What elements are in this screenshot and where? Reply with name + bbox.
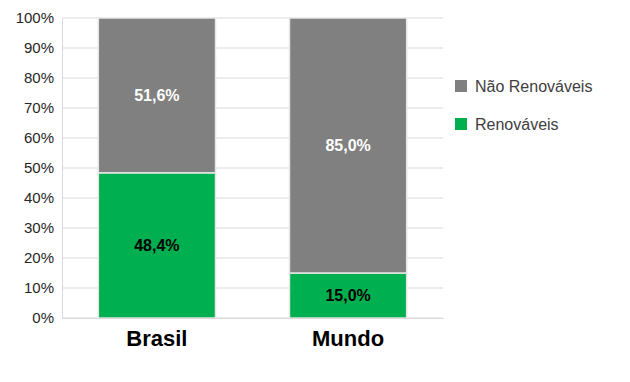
- legend: Não Renováveis Renováveis: [455, 78, 592, 133]
- bars: [98, 18, 406, 318]
- axis-line: [62, 19, 63, 319]
- tick: 90%: [24, 39, 62, 56]
- tick: 60%: [24, 129, 62, 146]
- tick-label: 100%: [16, 9, 54, 26]
- tick: Brasil: [126, 318, 187, 351]
- bar: [289, 18, 406, 273]
- bar: [289, 273, 406, 318]
- tick-label: 70%: [24, 99, 54, 116]
- data-label: 85,0%: [325, 137, 370, 154]
- legend-swatch: [455, 118, 467, 130]
- tick-label: 80%: [24, 69, 54, 86]
- tick-label: 50%: [24, 159, 54, 176]
- x-axis: Brasil Mundo: [63, 318, 444, 351]
- legend-item: Renováveis: [455, 116, 559, 133]
- tick-label: 10%: [24, 279, 54, 296]
- tick: 30%: [24, 219, 62, 236]
- tick: 40%: [24, 189, 62, 206]
- grid: [62, 18, 443, 318]
- tick-label: 20%: [24, 249, 54, 266]
- category-label: Brasil: [126, 326, 187, 351]
- bar: [98, 173, 215, 318]
- legend-swatch: [455, 80, 467, 92]
- tick: 50%: [24, 159, 62, 176]
- tick: 20%: [24, 249, 62, 266]
- legend-label: Não Renováveis: [475, 78, 592, 95]
- data-label: 15,0%: [325, 287, 370, 304]
- data-label: 48,4%: [134, 237, 179, 254]
- data-label: 51,6%: [134, 87, 179, 104]
- data-labels: 48,4% 15,0% 51,6% 85,0%: [134, 87, 371, 304]
- tick-label: 90%: [24, 39, 54, 56]
- tick: 10%: [24, 279, 62, 296]
- tick: 100%: [16, 9, 62, 26]
- tick: 70%: [24, 99, 62, 116]
- chart: 0% 10% 20% 30% 40% 50% 60% 70% 80% 90% 100% Brasil M…: [0, 0, 630, 382]
- tick: 80%: [24, 69, 62, 86]
- bar: [98, 18, 215, 173]
- legend-label: Renováveis: [475, 116, 559, 133]
- tick: 0%: [32, 309, 62, 326]
- tick-label: 0%: [32, 309, 54, 326]
- axis-line: [63, 318, 444, 319]
- tick: Mundo: [312, 318, 384, 351]
- tick-label: 60%: [24, 129, 54, 146]
- legend-item: Não Renováveis: [455, 78, 592, 95]
- tick-label: 30%: [24, 219, 54, 236]
- tick-label: 40%: [24, 189, 54, 206]
- category-label: Mundo: [312, 326, 384, 351]
- y-axis: 0% 10% 20% 30% 40% 50% 60% 70% 80% 90% 100%: [16, 9, 63, 326]
